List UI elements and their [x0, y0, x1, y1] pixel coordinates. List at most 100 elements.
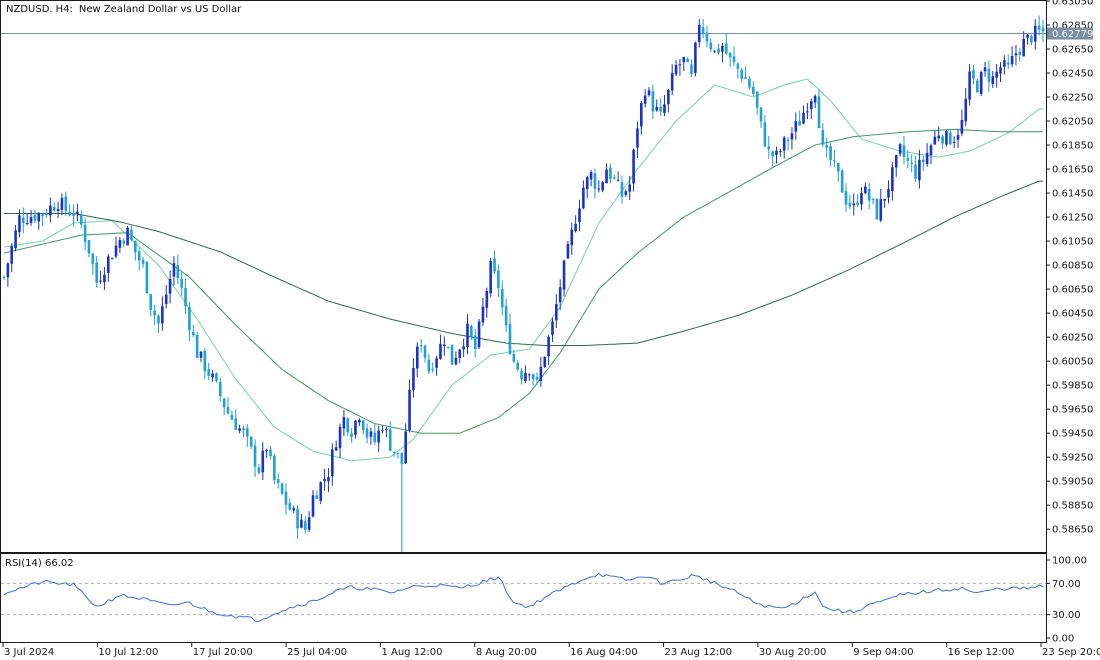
- candle-body: [504, 306, 508, 326]
- candle-body: [748, 78, 751, 88]
- candle-body: [500, 289, 504, 308]
- candle-body: [288, 503, 292, 510]
- candle-body: [83, 225, 87, 243]
- candle-body: [539, 366, 543, 382]
- candle-body: [663, 104, 666, 113]
- candle-body: [358, 419, 361, 423]
- candle-body: [732, 56, 736, 63]
- candle-body: [176, 265, 180, 279]
- candle-body: [2, 276, 6, 278]
- candle-body: [798, 121, 801, 126]
- candle-body: [10, 246, 14, 264]
- candle-body: [164, 294, 168, 304]
- candle-body: [68, 212, 71, 216]
- candle-body: [415, 346, 419, 369]
- price-tick-label: 0.59850: [1052, 381, 1093, 392]
- candle-body: [918, 159, 921, 181]
- candle-body: [860, 193, 863, 205]
- candle-body: [744, 76, 747, 79]
- candle-body: [914, 164, 917, 179]
- candle-body: [14, 230, 17, 249]
- candle-body: [964, 98, 968, 122]
- candle-body: [188, 307, 191, 331]
- candle-body: [1041, 27, 1045, 32]
- candle-body: [307, 517, 311, 530]
- candle-body: [524, 372, 527, 381]
- candle-body: [628, 184, 632, 192]
- candle-body: [713, 50, 716, 52]
- price-tick-label: 0.59250: [1052, 453, 1093, 464]
- price-tick-label: 0.61050: [1052, 237, 1093, 248]
- candle-body: [705, 32, 709, 42]
- candle-body: [941, 136, 944, 144]
- candle-body: [574, 223, 577, 232]
- candle-body: [620, 182, 624, 197]
- candle-body: [342, 417, 346, 429]
- candle-body: [52, 207, 56, 211]
- candle-body: [385, 429, 388, 431]
- candle-body: [41, 214, 44, 216]
- candle-body: [813, 95, 817, 103]
- candle-body: [466, 323, 469, 348]
- candle-body: [29, 217, 33, 223]
- candle-body: [296, 508, 299, 529]
- candle-body: [1006, 62, 1010, 65]
- candle-body: [670, 73, 674, 91]
- candle-body: [122, 240, 126, 244]
- candle-body: [709, 42, 713, 50]
- candle-body: [883, 198, 886, 201]
- candle-body: [921, 159, 925, 163]
- candle-body: [37, 213, 41, 222]
- candle-body: [864, 186, 867, 194]
- time-tick-label: 17 Jul 20:00: [193, 647, 253, 658]
- candle-body: [585, 177, 589, 190]
- price-tick-label: 0.61850: [1052, 141, 1093, 152]
- candle-body: [659, 106, 662, 112]
- candle-body: [794, 121, 798, 132]
- candle-body: [22, 217, 25, 223]
- candle-body: [49, 205, 52, 216]
- candle-body: [462, 346, 465, 350]
- candle-body: [612, 177, 616, 179]
- candle-body: [690, 64, 693, 75]
- candle-body: [925, 152, 929, 165]
- price-tick-label: 0.59050: [1052, 477, 1093, 488]
- candle-body: [137, 251, 141, 261]
- time-tick-label: 8 Aug 20:00: [476, 647, 537, 658]
- candle-body: [987, 68, 991, 82]
- time-tick-label: 10 Jul 12:00: [98, 647, 158, 658]
- candle-body: [624, 191, 628, 195]
- candle-body: [95, 262, 98, 283]
- candle-body: [361, 420, 365, 431]
- candle-body: [431, 369, 435, 371]
- candle-body: [898, 144, 902, 154]
- rsi-tick-label: 70.00: [1052, 579, 1081, 590]
- candle-body: [976, 80, 979, 93]
- candle-body: [423, 345, 427, 358]
- rsi-pane[interactable]: RSI(14) 66.02 100.00 70.00 30.00 0.00: [0, 553, 1088, 645]
- candle-body: [404, 431, 407, 464]
- candle-body: [968, 71, 971, 100]
- price-axis: 0.63050 0.62850 0.62650 0.62450 0.62250 0.620…: [1046, 0, 1093, 536]
- candle-body: [972, 70, 975, 79]
- candle-body: [311, 495, 315, 517]
- candle-body: [763, 122, 767, 147]
- rsi-tick-label: 30.00: [1052, 610, 1081, 621]
- price-tick-label: 0.60450: [1052, 309, 1093, 320]
- candle-body: [396, 452, 400, 454]
- candle-body: [956, 135, 960, 140]
- candle-body: [191, 331, 195, 336]
- candle-body: [412, 368, 415, 391]
- price-pane[interactable]: NZDUSD. H4: New Zealand Dollar vs US Dolla…: [0, 0, 1094, 553]
- candle-body: [686, 58, 689, 63]
- candle-body: [222, 398, 226, 408]
- candle-body: [640, 103, 643, 127]
- candle-body: [207, 369, 211, 376]
- candle-body: [817, 96, 821, 129]
- candle-body: [724, 43, 728, 54]
- candle-body: [273, 455, 276, 481]
- candle-body: [246, 428, 249, 437]
- candle-body: [991, 76, 995, 84]
- candle-body: [852, 203, 856, 206]
